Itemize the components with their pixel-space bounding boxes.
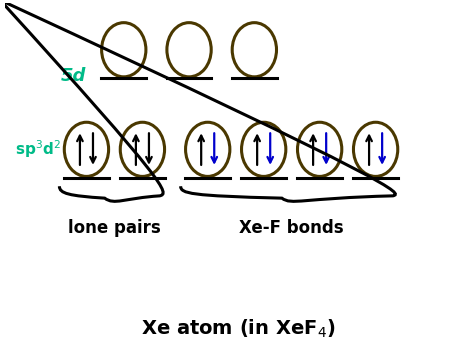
Text: Xe-F bonds: Xe-F bonds bbox=[239, 219, 344, 237]
Text: 5d: 5d bbox=[61, 67, 86, 85]
Text: Xe atom (in XeF$_4$): Xe atom (in XeF$_4$) bbox=[141, 317, 335, 340]
Text: sp$^3$d$^2$: sp$^3$d$^2$ bbox=[15, 138, 61, 160]
Text: lone pairs: lone pairs bbox=[68, 219, 161, 237]
